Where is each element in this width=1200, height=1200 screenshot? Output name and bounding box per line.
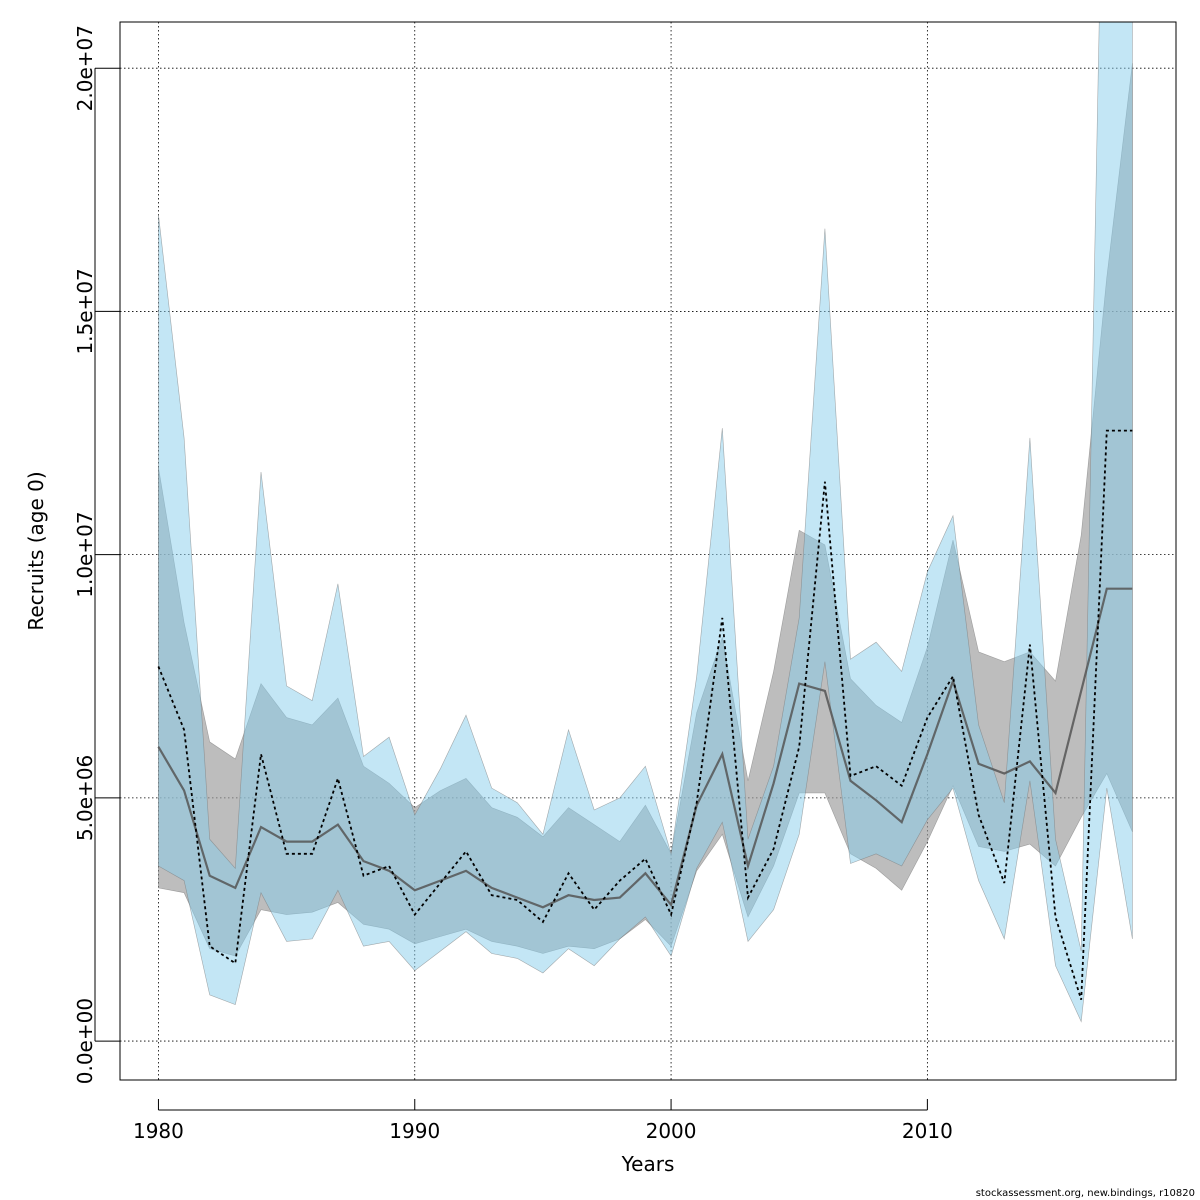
series-lines [157, 429, 1133, 1000]
y-tick-label: 1.5e+07 [73, 268, 97, 354]
y-tick-label: 2.0e+07 [73, 25, 97, 111]
series-1-band [158, 22, 1133, 1023]
credit-text: stockassessment.org, new.bindings, r1082… [976, 1188, 1195, 1199]
y-tick-label: 0.0e+00 [73, 998, 97, 1084]
y-tick-label: 5.0e+06 [73, 755, 97, 841]
axes: 1980 1990 2000 2010 0.0e+00 5.0e+06 1.0e+07 1.5… [73, 25, 953, 1143]
y-axis-title: Recruits (age 0) [24, 471, 48, 630]
x-tick-label: 1990 [389, 1119, 440, 1143]
x-axis-title: Years [621, 1152, 675, 1176]
plot-frame [119, 21, 1177, 1081]
series-1-line [157, 429, 1133, 1000]
x-tick-label: 1980 [133, 1119, 184, 1143]
x-tick-label: 2000 [646, 1119, 697, 1143]
x-tick-label: 2010 [902, 1119, 953, 1143]
y-tick-label: 1.0e+07 [73, 511, 97, 597]
confidence-bands [158, 22, 1133, 1023]
